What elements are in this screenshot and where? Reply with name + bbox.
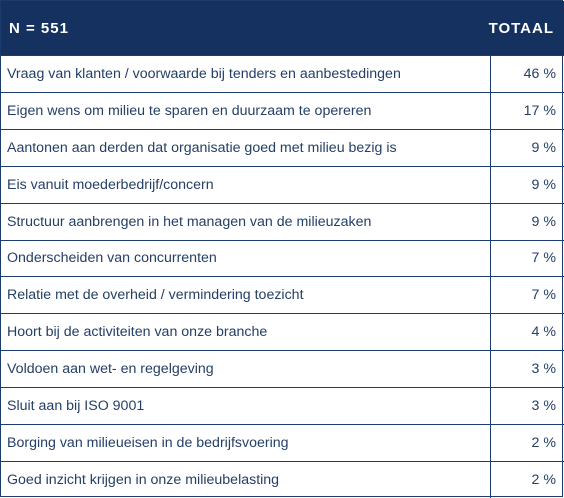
row-label: Structuur aanbrengen in het managen van … <box>1 202 491 240</box>
row-label: Borging van milieueisen in de bedrijfsvo… <box>1 424 491 461</box>
row-label: Aantonen aan derden dat organisatie goed… <box>1 128 491 166</box>
row-label: Eigen wens om milieu te sparen en duurza… <box>1 91 491 129</box>
row-label: Sluit aan bij ISO 9001 <box>1 387 491 425</box>
row-value: 2 % <box>491 424 564 461</box>
row-value: 3 % <box>491 387 564 424</box>
row-value: 7 % <box>491 239 564 277</box>
row-label: Onderscheiden van concurrenten <box>1 239 491 277</box>
row-label: Voldoen aan wet- en regelgeving <box>1 350 491 388</box>
row-label: Goed inzicht krijgen in onze milieubelas… <box>1 460 491 498</box>
row-label: Hoort bij de activiteiten van onze branc… <box>1 313 491 351</box>
row-label: Eis vanuit moederbedrijf/concern <box>1 165 491 203</box>
header-total: TOTAAL <box>489 1 564 55</box>
header-sample-size: N = 551 <box>1 1 491 55</box>
row-value: 7 % <box>491 276 564 313</box>
row-value: 2 % <box>491 460 564 498</box>
row-value: 9 % <box>491 128 564 166</box>
row-label: Vraag van klanten / voorwaarde bij tende… <box>1 55 491 92</box>
row-value: 4 % <box>491 313 564 350</box>
row-value: 9 % <box>491 165 564 203</box>
row-value: 46 % <box>491 55 564 92</box>
row-label: Relatie met de overheid / vermindering t… <box>1 276 491 314</box>
row-value: 9 % <box>491 202 564 240</box>
row-value: 17 % <box>491 91 564 129</box>
row-value: 3 % <box>491 350 564 387</box>
